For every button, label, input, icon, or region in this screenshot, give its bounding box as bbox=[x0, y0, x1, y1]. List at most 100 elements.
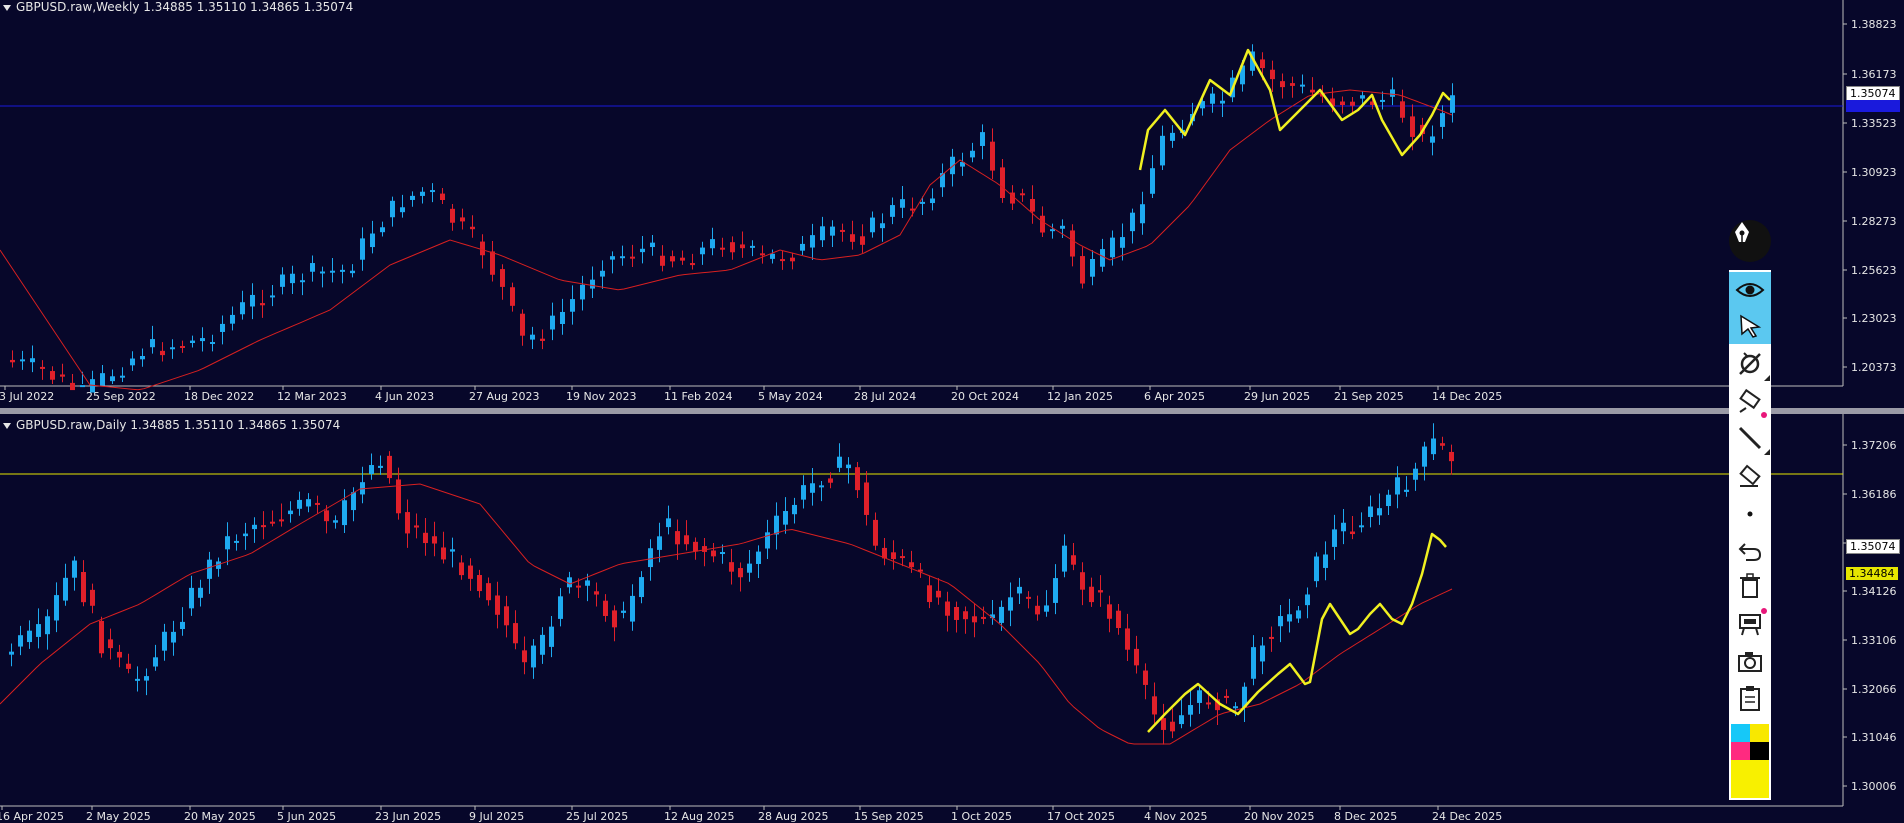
weekly-chart-canvas[interactable]: 1.38823 1.36173 1.33523 1.30923 1.28273 1.256… bbox=[0, 0, 1904, 408]
candle-body bbox=[657, 536, 662, 550]
candle-body bbox=[920, 201, 925, 204]
candle-body bbox=[405, 512, 410, 534]
candle-body bbox=[207, 559, 212, 579]
eraser-off-icon[interactable] bbox=[1729, 346, 1771, 382]
candle-body bbox=[54, 595, 59, 621]
candle-body bbox=[144, 676, 149, 681]
candle-body bbox=[279, 519, 284, 522]
candle-body bbox=[1150, 168, 1155, 194]
candle-body bbox=[1161, 718, 1166, 730]
candle-body bbox=[162, 631, 167, 651]
date-label: 16 Apr 2025 bbox=[0, 810, 64, 823]
eye-icon[interactable] bbox=[1729, 272, 1771, 308]
highlighter-icon[interactable] bbox=[1729, 384, 1771, 420]
candle-body bbox=[684, 535, 689, 545]
candle-body bbox=[936, 590, 941, 598]
candle-body bbox=[90, 589, 95, 606]
undo-icon[interactable] bbox=[1729, 532, 1771, 568]
current-color-swatch[interactable] bbox=[1731, 760, 1769, 798]
collapse-triangle-icon[interactable] bbox=[3, 422, 11, 429]
candle-body bbox=[1233, 706, 1238, 709]
candle-body bbox=[180, 346, 185, 349]
candle-body bbox=[420, 191, 425, 196]
candle-body bbox=[950, 156, 955, 175]
candle-body bbox=[940, 173, 945, 188]
candle-body bbox=[117, 651, 122, 658]
candle-body bbox=[300, 280, 305, 283]
candle-body bbox=[1200, 101, 1205, 109]
candle-body bbox=[680, 257, 685, 261]
candle-body bbox=[756, 551, 761, 564]
date-label: 5 May 2024 bbox=[758, 390, 823, 403]
candle-body bbox=[1089, 586, 1094, 603]
candle-body bbox=[1090, 259, 1095, 277]
candle-body bbox=[1350, 101, 1355, 106]
candle-body bbox=[243, 533, 248, 537]
line-tool-icon[interactable] bbox=[1729, 420, 1771, 456]
trash-icon[interactable] bbox=[1729, 568, 1771, 604]
candle-body bbox=[1386, 494, 1391, 507]
candle-body bbox=[1413, 468, 1418, 480]
color-indicator-dot bbox=[1761, 412, 1767, 418]
candle-body bbox=[801, 485, 806, 500]
candle-body bbox=[396, 479, 401, 514]
date-label: 29 Jun 2025 bbox=[1244, 390, 1310, 403]
candle-body bbox=[1269, 636, 1274, 639]
price-label: 1.38823 bbox=[1851, 18, 1897, 31]
presentation-icon[interactable] bbox=[1729, 606, 1771, 642]
dot-size-icon[interactable] bbox=[1729, 496, 1771, 532]
eraser-icon[interactable] bbox=[1729, 458, 1771, 494]
date-label: 25 Sep 2022 bbox=[86, 390, 156, 403]
camera-icon[interactable] bbox=[1729, 644, 1771, 680]
candle-body bbox=[1278, 616, 1283, 627]
color-swatch-pink[interactable] bbox=[1731, 742, 1750, 760]
candle-body bbox=[675, 531, 680, 545]
candle-body bbox=[1040, 215, 1045, 233]
candle-body bbox=[1270, 69, 1275, 80]
candle-body bbox=[1053, 578, 1058, 603]
candle-body bbox=[504, 606, 509, 626]
candle-body bbox=[846, 464, 851, 469]
candle-body bbox=[150, 339, 155, 348]
candle-body bbox=[522, 650, 527, 663]
candle-body bbox=[621, 610, 626, 613]
candle-body bbox=[10, 359, 15, 363]
color-swatch-yellow[interactable] bbox=[1750, 724, 1769, 742]
weekly-current-price-tag: 1.35074 bbox=[1846, 86, 1900, 101]
candle-body bbox=[1098, 590, 1103, 593]
candle-body bbox=[260, 303, 265, 306]
daily-chart-canvas[interactable]: 1.37206 1.36186 1.35074 1.34126 1.33106 1.320… bbox=[0, 414, 1904, 823]
candle-body bbox=[690, 263, 695, 266]
price-label: 1.25623 bbox=[1851, 264, 1897, 277]
candle-body bbox=[320, 271, 325, 274]
candle-body bbox=[1120, 237, 1125, 248]
candle-body bbox=[315, 502, 320, 505]
candle-body bbox=[1008, 597, 1013, 611]
date-label: 3 Jul 2022 bbox=[0, 390, 54, 403]
candle-body bbox=[441, 547, 446, 560]
candle-body bbox=[710, 239, 715, 249]
clipboard-icon[interactable] bbox=[1729, 680, 1771, 716]
candle-body bbox=[1060, 225, 1065, 229]
candle-body bbox=[729, 562, 734, 572]
date-label: 12 Jan 2025 bbox=[1047, 390, 1113, 403]
date-label: 27 Aug 2023 bbox=[469, 390, 539, 403]
pen-icon[interactable] bbox=[1729, 220, 1771, 262]
color-swatch-cyan[interactable] bbox=[1731, 724, 1750, 742]
collapse-triangle-icon[interactable] bbox=[3, 4, 11, 11]
candle-body bbox=[240, 302, 245, 315]
candle-body bbox=[1350, 531, 1355, 535]
pane-separator[interactable] bbox=[0, 408, 1904, 414]
color-swatch-black[interactable] bbox=[1750, 742, 1769, 760]
candle-body bbox=[220, 323, 225, 332]
price-label: 1.23023 bbox=[1851, 312, 1897, 325]
weekly-chart-pane[interactable]: 1.38823 1.36173 1.33523 1.30923 1.28273 1.256… bbox=[0, 0, 1904, 408]
candle-body bbox=[1071, 555, 1076, 565]
pointer-icon[interactable] bbox=[1729, 308, 1771, 344]
candle-body bbox=[1224, 695, 1229, 698]
candle-body bbox=[1116, 610, 1121, 629]
daily-chart-pane[interactable]: 1.37206 1.36186 1.35074 1.34126 1.33106 1.320… bbox=[0, 414, 1904, 823]
candle-body bbox=[1170, 721, 1175, 732]
candle-body bbox=[600, 270, 605, 277]
weekly-chart-title: GBPUSD.raw,Weekly 1.34885 1.35110 1.3486… bbox=[3, 0, 353, 14]
